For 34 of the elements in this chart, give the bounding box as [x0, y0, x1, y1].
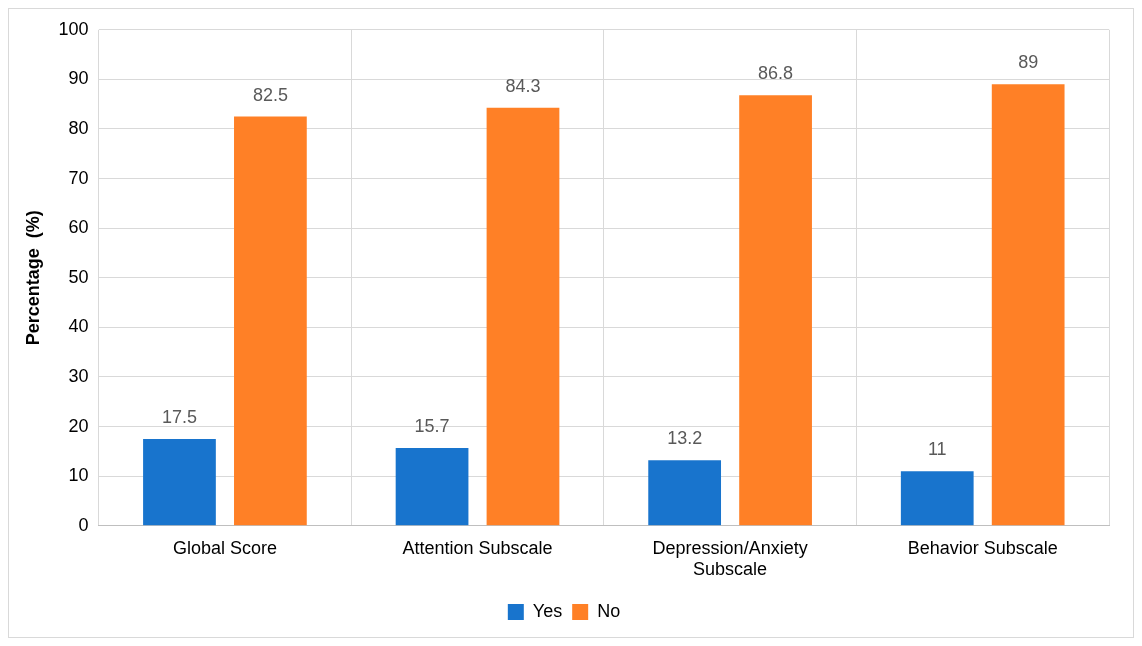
bar [991, 84, 1065, 526]
y-tick-label: 70 [68, 167, 89, 188]
x-tick-label: Behavior Subscale [907, 537, 1058, 558]
bar [395, 447, 469, 526]
data-label: 86.8 [758, 63, 794, 84]
bar [234, 116, 307, 526]
y-axis-title: Percentage (%) [22, 210, 43, 346]
y-tick-label: 10 [68, 465, 89, 486]
y-tick-label: 0 [78, 514, 89, 535]
y-tick-label: 100 [58, 18, 89, 39]
x-tick-label: Global Score [172, 537, 277, 558]
y-tick-label: 20 [68, 415, 89, 436]
data-label: 89 [1018, 52, 1039, 73]
x-tick-label: Attention Subscale [402, 537, 553, 558]
legend-label: Yes [532, 600, 563, 621]
data-label: 82.5 [252, 84, 288, 105]
bar [900, 471, 974, 526]
data-label: 15.7 [414, 415, 450, 436]
y-tick-label: 80 [68, 117, 89, 138]
data-label: 84.3 [505, 75, 541, 96]
bar [143, 439, 216, 526]
y-tick-label: 50 [68, 266, 89, 287]
data-label: 11 [927, 439, 947, 460]
y-tick-label: 90 [68, 68, 89, 89]
bar [739, 95, 812, 526]
bar [648, 460, 722, 526]
y-tick-label: 60 [68, 217, 89, 238]
y-tick-label: 40 [68, 316, 89, 337]
y-tick-label: 30 [68, 365, 89, 386]
x-tick-label: Depression/Anxiety Subscale [652, 537, 808, 580]
data-label: 13.2 [667, 428, 703, 449]
data-label: 17.5 [161, 406, 197, 427]
legend-label: No [597, 600, 621, 621]
bar [486, 107, 560, 526]
